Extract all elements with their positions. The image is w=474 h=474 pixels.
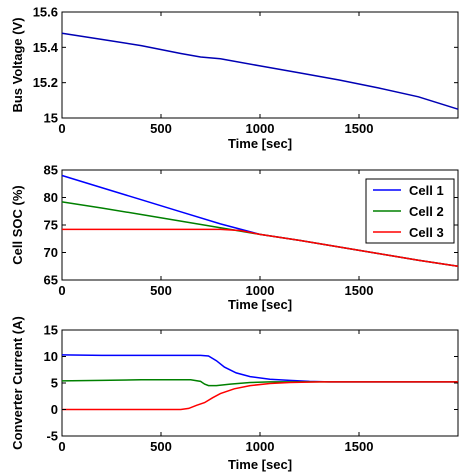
x-axis-label: Time [sec] (228, 457, 292, 472)
legend-label-cell-2: Cell 2 (409, 204, 444, 219)
x-tick-label: 500 (150, 121, 172, 136)
plot-area (61, 329, 459, 437)
y-tick-label: 0 (51, 402, 58, 417)
y-tick-label: 75 (44, 218, 58, 233)
series-layer (61, 32, 459, 110)
plot-area (61, 11, 459, 119)
tick-layer: 0 500 1000 1500 65 70 75 80 85 (44, 163, 458, 298)
y-tick-label: 80 (44, 190, 58, 205)
legend-label-cell-3: Cell 3 (409, 225, 444, 240)
x-axis-label: Time [sec] (228, 297, 292, 312)
series-line-3 (62, 381, 458, 411)
cell-soc-panel: 0 500 1000 1500 65 70 75 80 85 Time [sec] Cell S… (10, 163, 459, 312)
y-tick-label: 15 (44, 111, 58, 126)
y-axis-label: Bus Voltage (V) (10, 17, 25, 112)
x-tick-label: 500 (150, 283, 172, 298)
series-layer (61, 174, 459, 268)
y-tick-label: 65 (44, 273, 58, 288)
y-tick-label: 15.4 (33, 40, 59, 55)
bus-voltage-panel: 0 500 1000 1500 15 15.2 15.4 15.6 Time [sec] Bu… (10, 5, 459, 151)
x-tick-label: 0 (58, 439, 65, 454)
x-axis-label: Time [sec] (228, 136, 292, 151)
x-tick-label: 1000 (246, 121, 275, 136)
y-tick-label: -5 (46, 429, 58, 444)
y-tick-label: 15 (44, 323, 58, 338)
series-layer (61, 354, 458, 411)
tick-layer: 0 500 1000 1500 15 15.2 15.4 15.6 (33, 5, 458, 136)
series-line-3 (62, 228, 459, 268)
y-axis-label: Converter Current (A) (10, 316, 25, 450)
y-tick-label: 15.2 (33, 75, 58, 90)
y-axis-label: Cell SOC (%) (10, 185, 25, 264)
y-tick-label: 10 (44, 349, 58, 364)
x-tick-label: 0 (58, 121, 65, 136)
y-tick-label: 5 (51, 376, 58, 391)
y-tick-label: 85 (44, 163, 58, 178)
x-tick-label: 1000 (246, 283, 275, 298)
x-tick-label: 0 (58, 283, 65, 298)
y-tick-label: 15.6 (33, 5, 58, 20)
x-tick-label: 1000 (246, 439, 275, 454)
series-line-1 (61, 32, 459, 110)
legend: Cell 1 Cell 2 Cell 3 (365, 178, 455, 244)
legend-label-cell-1: Cell 1 (409, 183, 444, 198)
x-tick-label: 1500 (345, 439, 374, 454)
x-tick-label: 1500 (345, 283, 374, 298)
x-tick-label: 500 (150, 439, 172, 454)
x-tick-label: 1500 (345, 121, 374, 136)
y-tick-label: 70 (44, 245, 58, 260)
